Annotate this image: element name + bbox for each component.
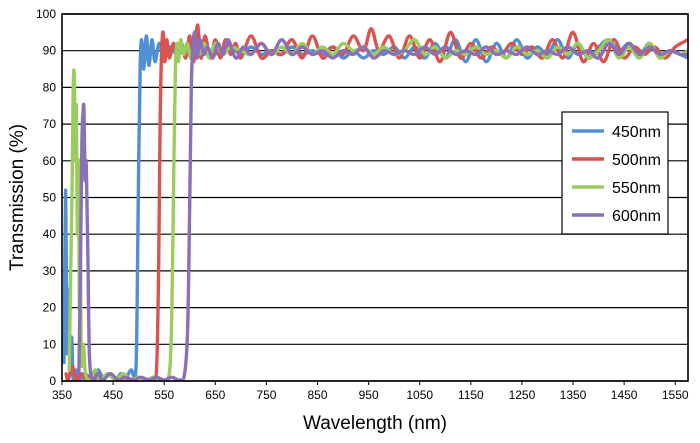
x-tick-label: 350 [52,388,72,402]
y-axis-ticks: 0 10 20 30 40 50 60 70 80 90 100 [36,7,56,388]
plot-frame [61,13,689,382]
x-tick-label: 1150 [458,388,484,402]
x-tick-label: 550 [154,388,174,402]
legend-label: 500nm [612,152,661,169]
y-axis-label: Transmission (%) [7,124,28,271]
series-line-600nm [77,30,688,381]
x-tick-label: 1250 [509,388,536,402]
x-tick-label: 1350 [560,388,587,402]
legend-label: 550nm [612,180,661,197]
x-tick-label: 450 [103,388,123,402]
x-tick-label: 1450 [611,388,638,402]
x-axis-label: Wavelength (nm) [303,413,447,434]
y-tick-label: 20 [43,301,57,315]
y-tick-label: 70 [43,117,57,131]
x-tick-label: 650 [205,388,225,402]
x-tick-label: 750 [256,388,276,402]
y-tick-label: 80 [43,80,57,94]
y-tick-label: 50 [43,191,57,205]
x-tick-label: 1550 [662,388,689,402]
y-tick-label: 30 [43,264,57,278]
legend-label: 450nm [612,124,661,141]
y-tick-label: 90 [43,44,57,58]
y-tick-label: 100 [36,7,56,21]
y-tick-label: 40 [43,227,57,241]
x-tick-label: 1050 [406,388,433,402]
plot-area [62,23,688,381]
y-tick-label: 10 [43,337,57,351]
x-tick-label: 850 [307,388,327,402]
x-tick-label: 950 [359,388,379,402]
y-tick-label: 0 [49,374,56,388]
legend: 450nm 500nm 550nm 600nm [561,111,669,235]
y-tick-label: 60 [43,154,57,168]
x-axis-ticks: 350 450 550 650 750 850 950 1050 1150 1250 1350 145… [52,381,689,402]
legend-label: 600nm [612,208,661,225]
